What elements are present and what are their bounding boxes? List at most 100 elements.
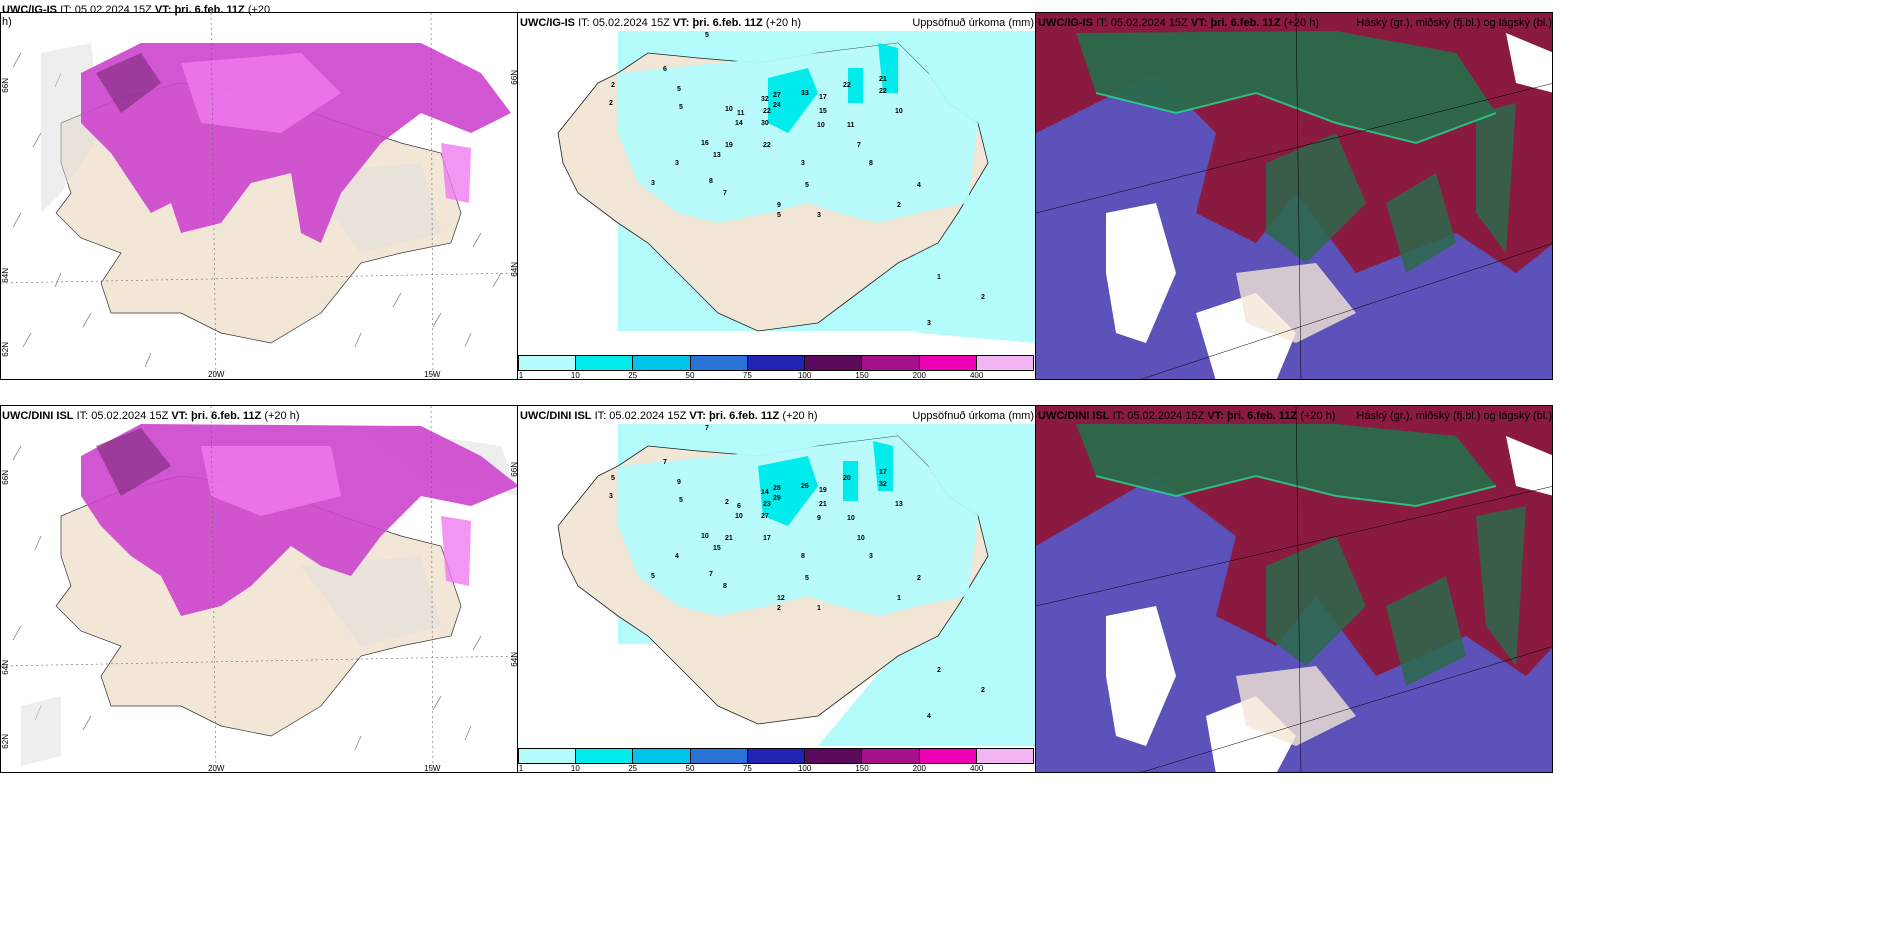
precip-value-label: 5 (705, 32, 709, 39)
precip-value-label: 30 (761, 120, 769, 127)
lead-time-cont: h) (2, 16, 12, 28)
colorbar-tick-label: 1 (518, 371, 524, 380)
precip-value-label: 14 (735, 120, 743, 127)
colorbar-segment (805, 749, 863, 763)
precip-value-label: 2 (897, 202, 901, 209)
colorbar-tick-label: 75 (742, 371, 752, 380)
vt-label: VT: (171, 410, 188, 422)
colorbar-segment (747, 749, 806, 763)
lead-time: (+20 h) (765, 17, 801, 29)
vt-label: VT: (689, 410, 706, 422)
precip-value-label: 22 (843, 82, 851, 89)
precip-map-2 (517, 405, 1036, 773)
precip-value-label: 6 (737, 503, 741, 510)
lon-label-20w: 20W (208, 370, 225, 379)
vt-label: VT: (1207, 410, 1224, 422)
lon-label-20w: 20W (208, 764, 225, 773)
precip-value-label: 9 (777, 202, 781, 209)
precip-value-label: 3 (927, 320, 931, 327)
colorbar-tick-label: 400 (969, 764, 984, 773)
colorbar-ticks-1: 1 10 25 50 75 100 150 200 400 (518, 371, 1034, 381)
precip-map-graphic (518, 406, 1035, 772)
precip-value-label: 6 (663, 66, 667, 73)
it-value: 05.02.2024 15Z (1127, 410, 1205, 422)
precip-value-label: 1 (897, 595, 901, 602)
lon-label-15w: 15W (424, 370, 441, 379)
precip-value-label: 1 (937, 274, 941, 281)
precip-value-label: 5 (679, 104, 683, 111)
precip-value-label: 11 (737, 110, 745, 117)
colorbar-segment (633, 749, 691, 763)
precip-value-label: 10 (701, 533, 709, 540)
snow-map-graphic (1, 13, 517, 379)
precip-map-1 (517, 12, 1036, 380)
lat-label-66: 66N (1, 78, 10, 93)
colorbar-segment (519, 749, 577, 763)
model-name: UWC/IG-IS (520, 17, 575, 29)
cloud-map-1 (1035, 12, 1553, 380)
colorbar-segment (747, 356, 806, 370)
snow-wind-map-2 (0, 405, 518, 773)
precip-value-label: 15 (713, 545, 721, 552)
precip-value-label: 4 (917, 182, 921, 189)
it-label: IT: (1112, 410, 1125, 422)
colorbar-tick-label: 50 (685, 371, 695, 380)
mid-header-2: UWC/DINI ISL IT: 05.02.2024 15Z VT: þri.… (520, 410, 818, 423)
precip-value-label: 5 (805, 575, 809, 582)
precip-value-label: 12 (777, 595, 785, 602)
colorbar-segment (690, 749, 748, 763)
colorbar-ticks-2: 1 10 25 50 75 100 150 200 400 (518, 764, 1034, 774)
colorbar-segment (976, 749, 1033, 763)
colorbar-tick-label: 10 (570, 371, 580, 380)
it-value: 05.02.2024 15Z (609, 410, 687, 422)
precip-value-label: 27 (761, 513, 769, 520)
lead-time: (+20 h) (264, 410, 300, 422)
precip-value-label: 2 (981, 294, 985, 301)
precip-value-label: 2 (611, 82, 615, 89)
right-header-1: UWC/IG-IS IT: 05.02.2024 15Z VT: þri. 6.… (1038, 17, 1319, 30)
precip-value-label: 9 (677, 479, 681, 486)
precip-value-label: 22 (879, 88, 887, 95)
precip-value-label: 10 (857, 535, 865, 542)
precip-value-label: 10 (817, 122, 825, 129)
lat-label-62: 62N (1, 342, 10, 357)
precip-value-label: 29 (773, 495, 781, 502)
precip-value-label: 5 (677, 86, 681, 93)
precip-value-label: 5 (611, 475, 615, 482)
precip-value-label: 8 (723, 583, 727, 590)
precip-value-label: 24 (773, 102, 781, 109)
it-value: 05.02.2024 15Z (1110, 17, 1188, 29)
colorbar-segment (862, 749, 920, 763)
precip-value-label: 10 (735, 513, 743, 520)
precip-value-label: 2 (981, 687, 985, 694)
precip-value-label: 16 (701, 140, 709, 147)
colorbar-segment (519, 356, 577, 370)
precip-value-label: 3 (817, 212, 821, 219)
precip-value-label: 3 (869, 553, 873, 560)
right-header-2: UWC/DINI ISL IT: 05.02.2024 15Z VT: þri.… (1038, 410, 1336, 423)
colorbar-segment (576, 356, 634, 370)
colorbar-tick-label: 150 (855, 764, 869, 773)
colorbar-tick-label: 200 (912, 371, 927, 380)
precip-value-label: 3 (609, 493, 613, 500)
precip-value-label: 7 (663, 459, 667, 466)
precip-value-label: 27 (773, 92, 781, 99)
precip-value-label: 19 (725, 142, 733, 149)
precip-value-label: 2 (937, 667, 941, 674)
colorbar-segment (919, 356, 977, 370)
colorbar-tick-label: 100 (797, 764, 812, 773)
colorbar-segment (633, 356, 691, 370)
vt-value: þri. 6.feb. 11Z (708, 410, 780, 422)
vt-value: þri. 6.feb. 11Z (190, 410, 262, 422)
precip-value-label: 2 (725, 499, 729, 506)
precip-value-label: 4 (927, 713, 931, 720)
precip-value-label: 32 (879, 481, 887, 488)
left-header-1: UWC/IG-IS IT: 05.02.2024 15Z VT: þri. 6.… (2, 4, 270, 17)
precip-value-label: 22 (763, 108, 771, 115)
it-label: IT: (60, 4, 72, 16)
cloud-map-2 (1035, 405, 1553, 773)
lat-label-64: 64N (1, 268, 10, 283)
colorbar-segment (976, 356, 1033, 370)
colorbar-tick-label: 25 (628, 371, 638, 380)
precip-value-label: 26 (801, 483, 809, 490)
